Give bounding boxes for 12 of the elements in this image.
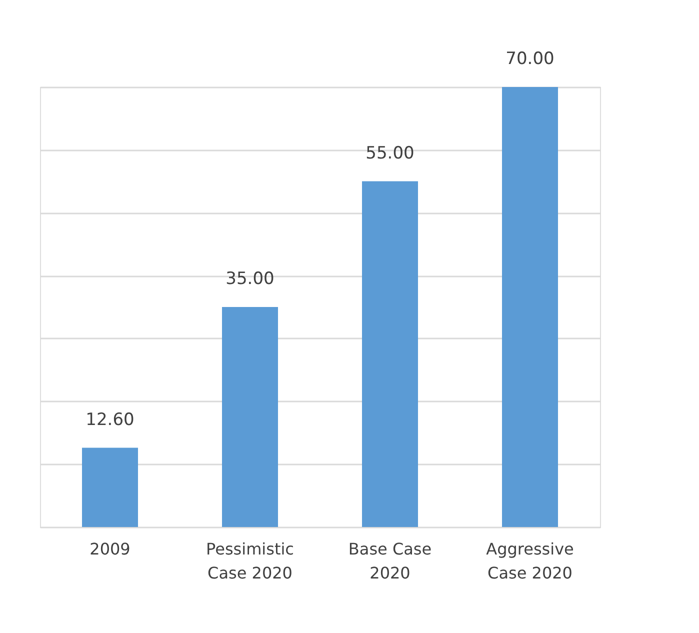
- bar: [222, 307, 278, 527]
- data-label: 70.00: [506, 49, 554, 69]
- bar: [502, 87, 558, 527]
- x-tick-label: Pessimistic Case 2020: [206, 540, 294, 582]
- bar: [82, 448, 138, 527]
- data-label: 55.00: [366, 143, 414, 164]
- data-label: 35.00: [226, 269, 274, 289]
- data-label: 12.60: [86, 410, 134, 430]
- x-tick-label: 2009: [90, 540, 130, 558]
- bar: [362, 181, 418, 527]
- x-tick-label: Base Case 2020: [348, 540, 432, 582]
- x-tick-label: Aggressive Case 2020: [486, 540, 574, 582]
